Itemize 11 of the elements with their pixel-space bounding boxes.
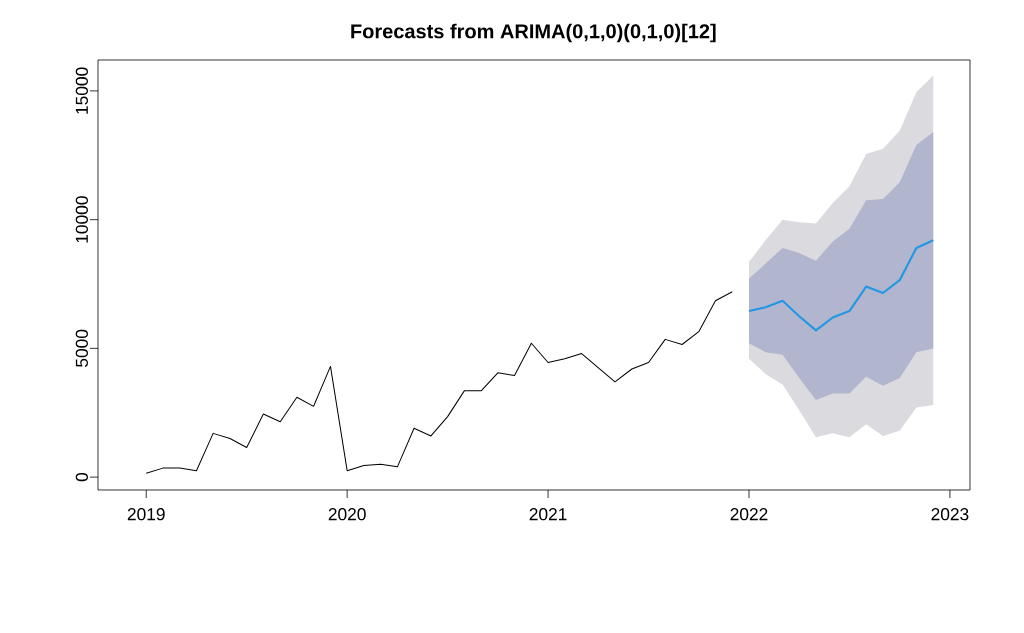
x-tick-label: 2020 [328, 508, 366, 521]
chart-title: Forecasts from ARIMA(0,1,0)(0,1,0)[12] [351, 23, 716, 43]
x-tick-label: 2022 [730, 508, 768, 521]
y-tick-label: 10000 [75, 196, 88, 243]
y-tick-label: 15000 [75, 67, 88, 114]
line-series [747, 239, 935, 332]
x-tick-label: 2023 [931, 508, 969, 521]
y-tick-label: 0 [75, 472, 88, 482]
x-tick-label: 2021 [529, 508, 567, 521]
y-tick-label: 5000 [75, 329, 88, 367]
x-tick-label: 2019 [127, 508, 165, 521]
